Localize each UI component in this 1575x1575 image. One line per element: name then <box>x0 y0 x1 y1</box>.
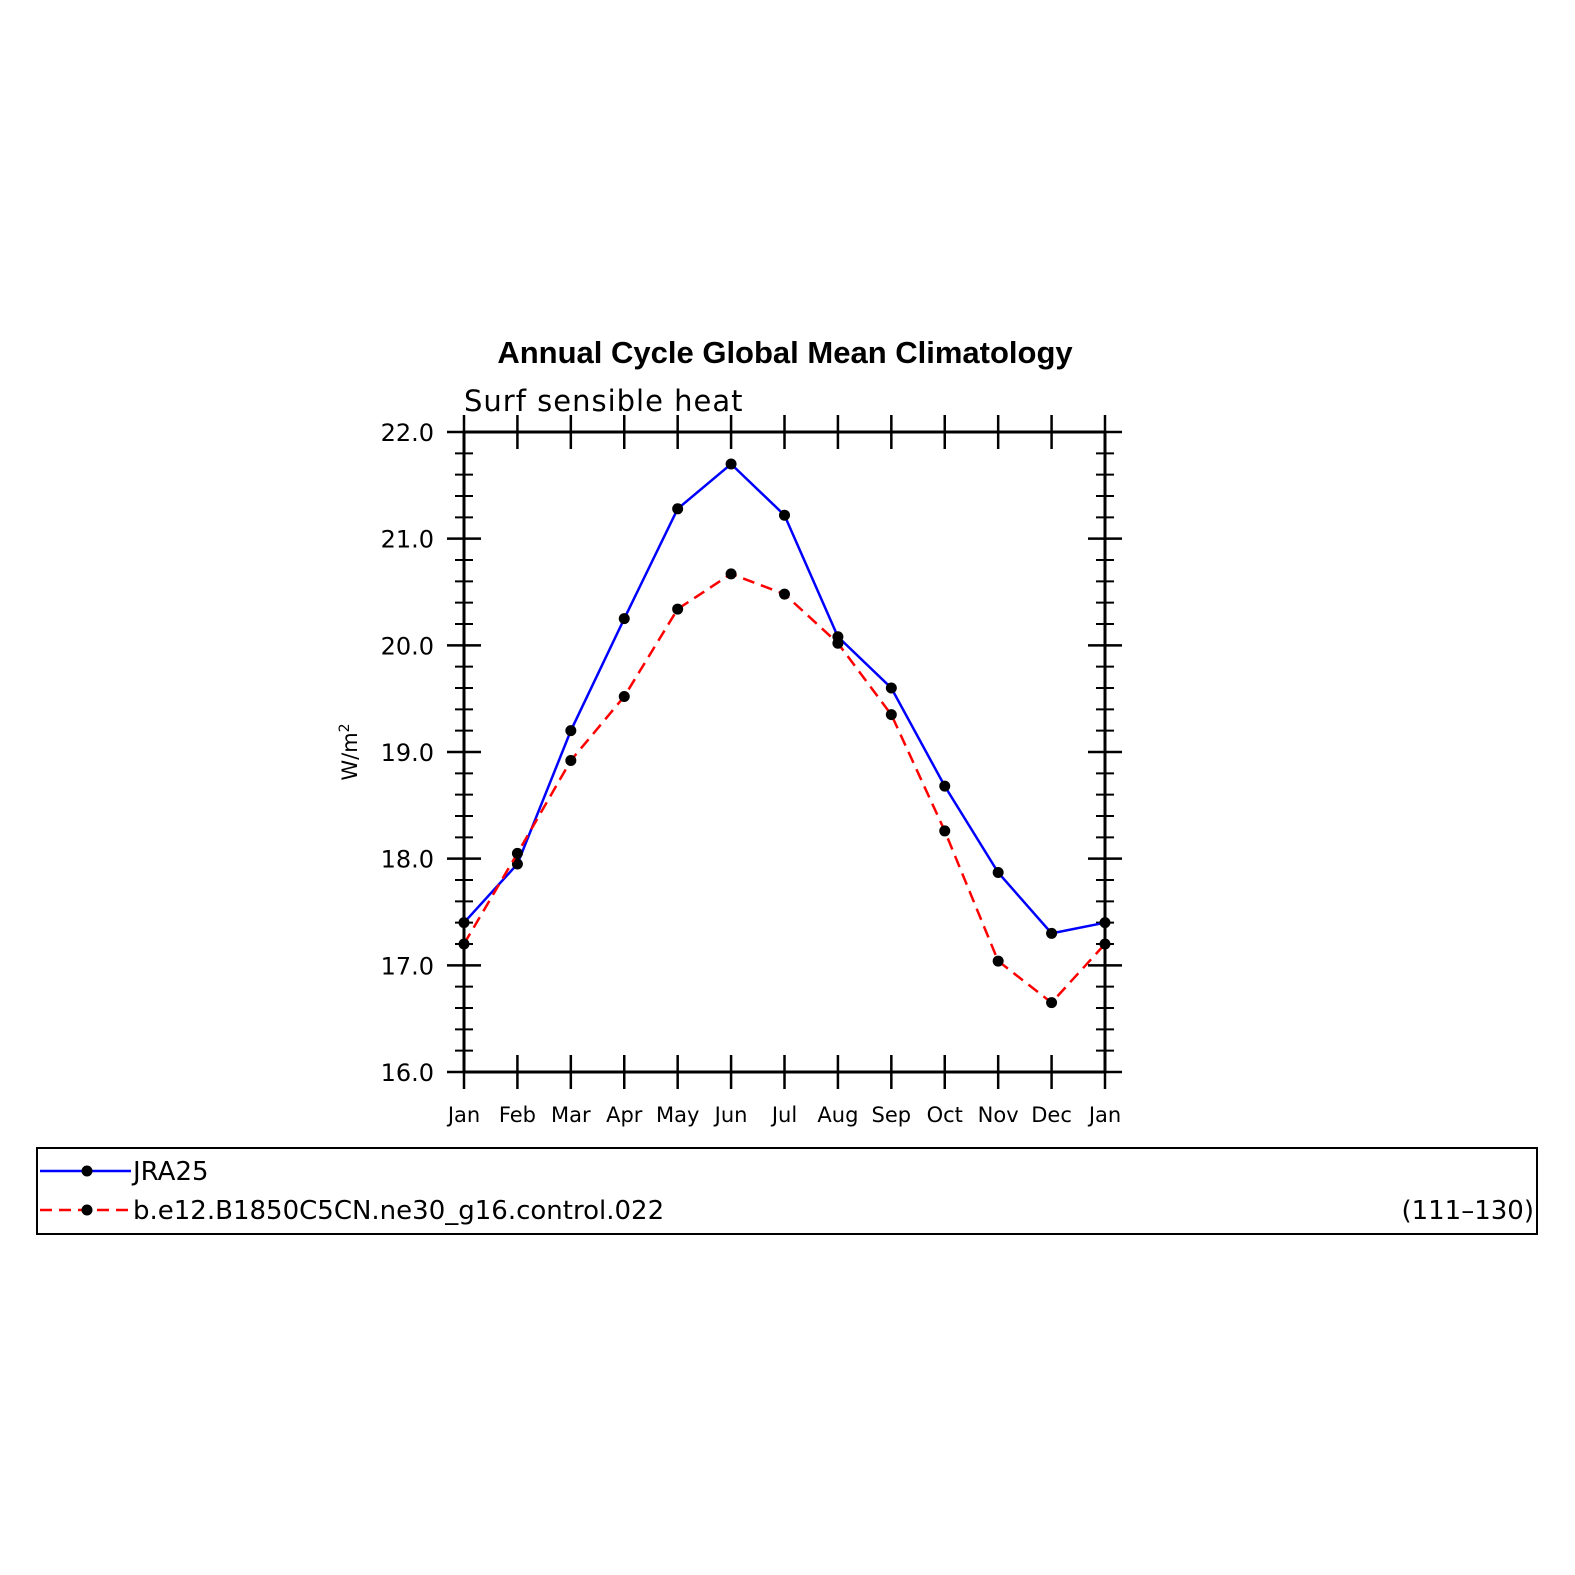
chart-subtitle: Surf sensible heat <box>464 384 744 418</box>
series-2-point <box>565 755 577 767</box>
y-tick-label: 22.0 <box>381 419 434 447</box>
chart-title: Annual Cycle Global Mean Climatology <box>497 335 1073 370</box>
y-axis-label: W/m2 <box>337 723 362 780</box>
series-1-point <box>565 725 577 737</box>
y-tick-label: 17.0 <box>381 952 434 980</box>
y-tick-label: 20.0 <box>381 632 434 660</box>
series-line-1 <box>463 462 1106 935</box>
legend-marker-2 <box>81 1204 93 1216</box>
x-tick-label: Jul <box>770 1103 797 1127</box>
plot-axes: 16.0 17.0 18.0 19.0 20.0 21.0 22.0 Jan Feb Mar Apr… <box>381 415 1122 1127</box>
y-tick-label: 18.0 <box>381 846 434 874</box>
series-line-2 <box>462 572 1106 1005</box>
series-2-point <box>832 637 844 649</box>
x-tick-label: May <box>656 1103 699 1127</box>
x-tick-label: Aug <box>817 1103 858 1127</box>
series-1-point <box>1046 927 1058 939</box>
x-tick-label: Jan <box>1087 1103 1121 1127</box>
series-1-point <box>672 503 684 515</box>
x-tick-label: Mar <box>551 1103 591 1127</box>
series-2-point <box>618 691 630 703</box>
y-tick-label: 19.0 <box>381 739 434 767</box>
y-tick-label: 16.0 <box>381 1059 434 1087</box>
series-2-point <box>725 568 737 580</box>
x-tick-label: Nov <box>978 1103 1019 1127</box>
series-2-point <box>992 955 1004 967</box>
series-layer <box>458 458 1111 1009</box>
series-2-point <box>779 588 790 600</box>
series-1-point <box>885 682 897 694</box>
series-2-point <box>458 938 470 950</box>
legend-label-2: b.e12.B1850C5CN.ne30_g16.control.022 <box>133 1196 664 1226</box>
series-2-point <box>672 603 684 615</box>
series-2-point <box>885 709 897 721</box>
x-tick-label: Apr <box>606 1103 643 1127</box>
legend-box <box>36 1147 1538 1235</box>
y-tick-label: 21.0 <box>381 526 434 554</box>
x-tick-label: Feb <box>499 1103 536 1127</box>
series-1-point <box>939 780 951 792</box>
series-1-point <box>779 509 790 521</box>
x-tick-label: Dec <box>1031 1103 1072 1127</box>
series-1-point <box>725 458 737 470</box>
x-tick-label: Jun <box>713 1103 748 1127</box>
series-1-point <box>1099 917 1111 929</box>
legend-label-1: JRA25 <box>131 1157 209 1187</box>
series-1-point <box>511 858 523 870</box>
series-1-point <box>992 867 1004 879</box>
legend-marker-1 <box>81 1165 93 1177</box>
series-2-point <box>1099 938 1111 950</box>
y-axis-label-text: W/m <box>338 732 362 780</box>
x-tick-label: Sep <box>872 1103 912 1127</box>
series-1-point <box>618 613 630 625</box>
legend: JRA25 b.e12.B1850C5CN.ne30_g16.control.02… <box>36 1147 1538 1235</box>
series-2-point <box>511 847 523 859</box>
series-1-point <box>458 917 470 929</box>
plot-frame <box>462 430 1107 1074</box>
series-2-point <box>1046 997 1058 1009</box>
x-tick-label: Jan <box>446 1103 480 1127</box>
y-axis-label-superscript: 2 <box>337 723 353 732</box>
legend-years-note: (111–130) <box>1401 1196 1534 1226</box>
x-tick-label: Oct <box>927 1103 963 1127</box>
series-2-point <box>939 825 951 837</box>
